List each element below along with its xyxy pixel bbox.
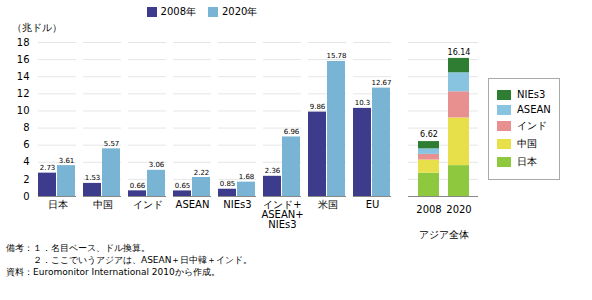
svg-text:3.06: 3.06 — [149, 161, 165, 169]
svg-text:6.96: 6.96 — [284, 128, 300, 136]
svg-text:2020: 2020 — [446, 204, 471, 215]
html-text:日本: 日本 — [517, 156, 537, 167]
svg-text:12: 12 — [17, 88, 30, 99]
svg-text:12.67: 12.67 — [371, 79, 391, 87]
svg-text:9.86: 9.86 — [310, 103, 326, 111]
svg-text:0.85: 0.85 — [220, 180, 236, 188]
svg-text:14: 14 — [17, 71, 30, 82]
svg-text:アジア全体: アジア全体 — [419, 229, 469, 240]
svg-text:0.66: 0.66 — [130, 182, 146, 190]
svg-text:0: 0 — [23, 191, 29, 202]
svg-text:2.36: 2.36 — [265, 167, 281, 175]
html-text:NIEs3: NIEs3 — [517, 89, 546, 100]
svg-text:8: 8 — [23, 122, 29, 133]
svg-text:インド+ASEAN+NIEs3: インド+ASEAN+NIEs3 — [261, 199, 303, 230]
html-text:備考：１．名目ベース、ドル換算。: 備考：１．名目ベース、ドル換算。 — [6, 243, 150, 253]
html-text:２．ここでいうアジアは、ASEAN＋日中韓＋インド。: ２．ここでいうアジアは、ASEAN＋日中韓＋インド。 — [6, 255, 253, 265]
html-text:2020年: 2020年 — [222, 6, 258, 17]
svg-text:5.57: 5.57 — [104, 140, 120, 148]
svg-text:2.22: 2.22 — [194, 169, 210, 177]
svg-text:インド: インド — [133, 199, 163, 210]
svg-text:2008: 2008 — [416, 204, 441, 215]
svg-text:16: 16 — [17, 54, 30, 65]
svg-text:16.14: 16.14 — [448, 48, 471, 57]
svg-text:15.78: 15.78 — [326, 52, 346, 60]
svg-text:6: 6 — [23, 139, 29, 150]
html-text:インド: インド — [517, 120, 547, 131]
svg-text:米国: 米国 — [318, 199, 338, 210]
svg-text:10: 10 — [17, 105, 30, 116]
svg-text:1.68: 1.68 — [239, 173, 255, 181]
svg-text:中国: 中国 — [93, 199, 113, 210]
svg-text:EU: EU — [366, 199, 380, 210]
svg-text:NIEs3: NIEs3 — [223, 199, 251, 210]
svg-text:0.65: 0.65 — [175, 182, 191, 190]
svg-text:6.62: 6.62 — [420, 130, 438, 139]
svg-text:3.61: 3.61 — [59, 157, 75, 165]
html-text:ASEAN: ASEAN — [517, 104, 551, 115]
svg-text:2.73: 2.73 — [40, 164, 56, 172]
html-text:2008年: 2008年 — [160, 6, 196, 17]
svg-text:（兆ドル）: （兆ドル） — [12, 22, 62, 33]
html-text:資料：Euromonitor International 2: 資料：Euromonitor International 2010から作成。 — [6, 267, 220, 277]
svg-text:10.3: 10.3 — [355, 99, 371, 107]
svg-text:ASEAN: ASEAN — [176, 199, 210, 210]
svg-text:日本: 日本 — [48, 199, 68, 210]
svg-text:4: 4 — [23, 156, 29, 167]
html-text:中国: 中国 — [517, 138, 537, 149]
svg-text:2: 2 — [23, 174, 29, 185]
svg-text:18: 18 — [17, 37, 30, 48]
svg-text:1.53: 1.53 — [85, 174, 101, 182]
